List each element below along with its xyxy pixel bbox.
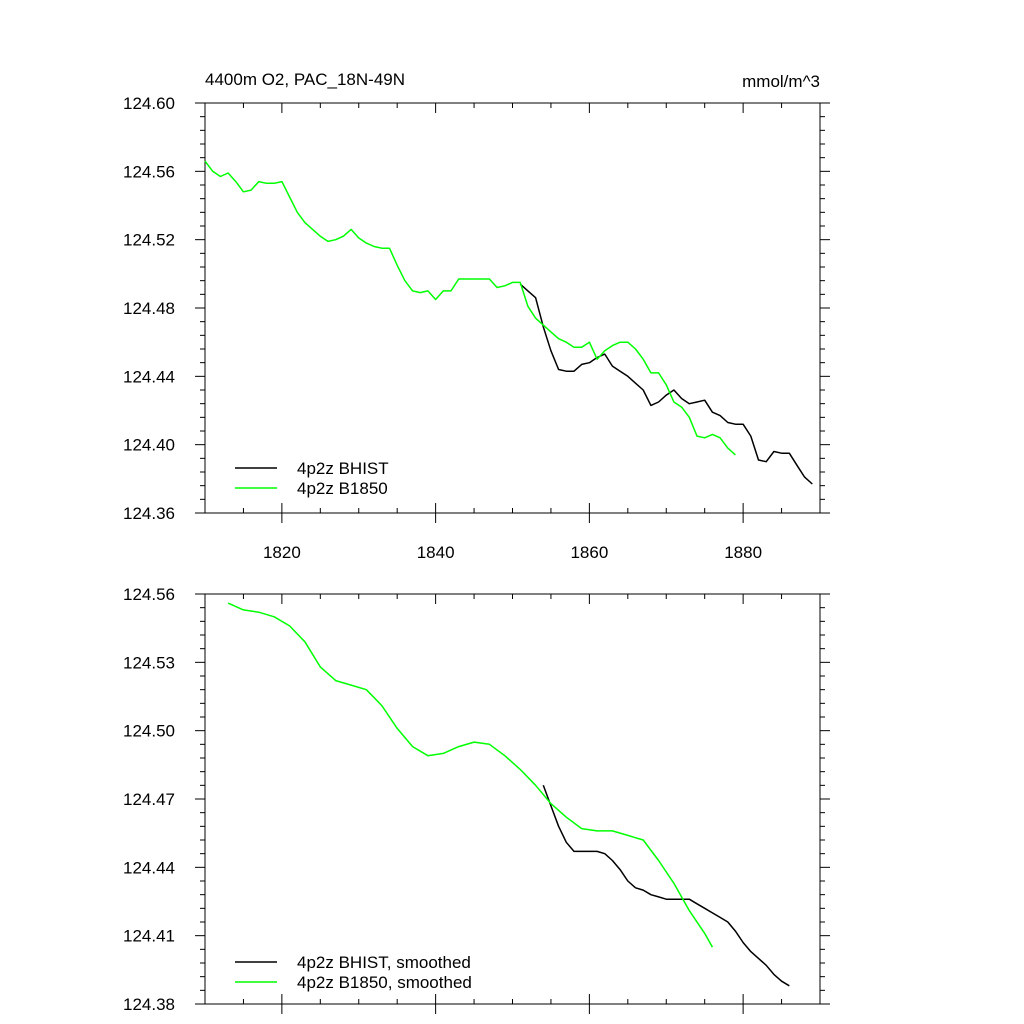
- chart-title: 4400m O2, PAC_18N-49N: [205, 70, 405, 89]
- y-tick-label: 124.38: [123, 995, 175, 1014]
- bottom-panel: 124.38 124.41 124.44 124.47 124.50 124.53 124.…: [123, 585, 830, 1014]
- legend-label: 4p2z B1850, smoothed: [297, 973, 472, 992]
- legend-label: 4p2z B1850: [297, 479, 388, 498]
- x-tick-label: 1840: [417, 543, 455, 562]
- y-tick-label: 124.40: [123, 436, 175, 455]
- units-label: mmol/m^3: [742, 72, 820, 91]
- y-tick-label: 124.41: [123, 927, 175, 946]
- plot-frame: [204, 102, 821, 514]
- y-tick-label: 124.48: [123, 299, 175, 318]
- y-tick-label: 124.60: [123, 94, 175, 113]
- axes-group: 1820 1840 1860 1880 124.36 124.40 124.44 124.48…: [123, 94, 830, 562]
- y-tick-label: 124.36: [123, 504, 175, 523]
- y-tick-label: 124.44: [123, 367, 175, 386]
- y-tick-label: 124.56: [123, 585, 175, 604]
- legend-label: 4p2z BHIST: [297, 459, 389, 478]
- axes-group: 124.38 124.41 124.44 124.47 124.50 124.53 124.…: [123, 585, 830, 1014]
- y-tick-label: 124.53: [123, 653, 175, 672]
- series-line: [204, 160, 736, 456]
- x-tick-label: 1820: [263, 543, 301, 562]
- top-panel: 4400m O2, PAC_18N-49N mmol/m^3 1820 1840 1…: [123, 70, 830, 562]
- series-group: [227, 602, 790, 987]
- y-tick-label: 124.52: [123, 231, 175, 250]
- x-tick-label: 1860: [570, 543, 608, 562]
- y-tick-label: 124.47: [123, 790, 175, 809]
- y-tick-label: 124.44: [123, 858, 175, 877]
- legend-label: 4p2z BHIST, smoothed: [297, 953, 471, 972]
- series-line: [227, 602, 714, 948]
- x-tick-label: 1880: [724, 543, 762, 562]
- plot-frame: [204, 593, 821, 1005]
- series-line: [519, 283, 813, 485]
- series-line: [542, 785, 790, 987]
- series-group: [204, 160, 813, 485]
- y-tick-label: 124.50: [123, 722, 175, 741]
- y-tick-label: 124.56: [123, 162, 175, 181]
